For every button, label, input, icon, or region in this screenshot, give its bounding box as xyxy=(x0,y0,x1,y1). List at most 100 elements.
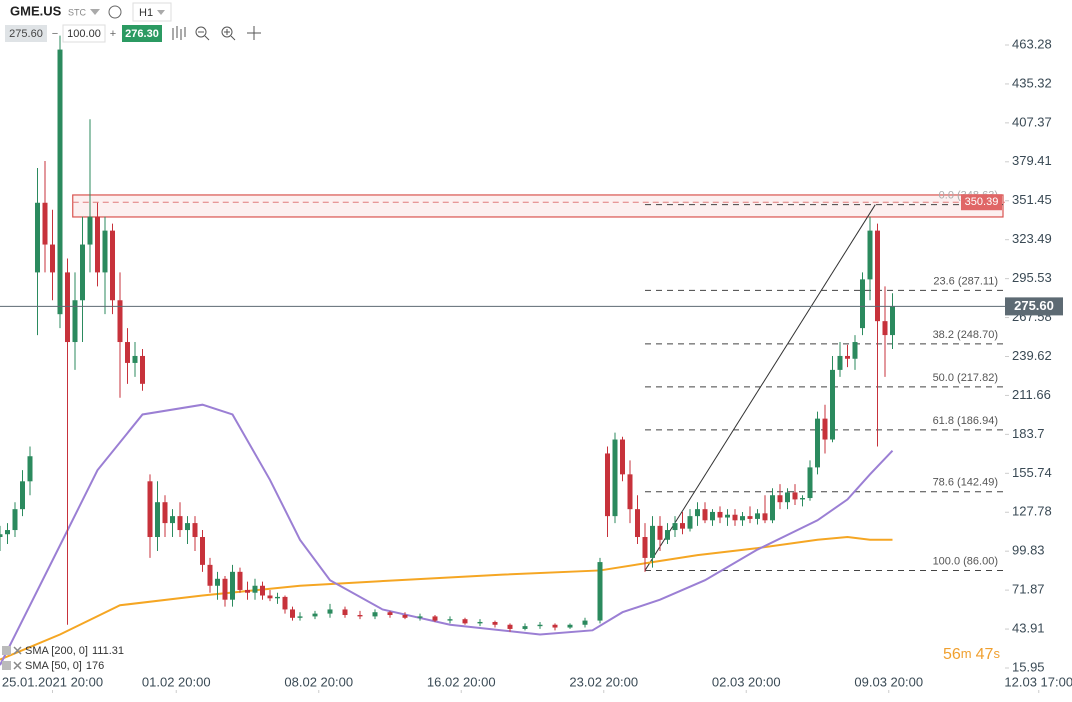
legend-icon xyxy=(2,661,11,670)
candle-body xyxy=(522,626,528,629)
y-tick-label: 239.62 xyxy=(1012,348,1052,363)
x-tick-label: 08.02 20:00 xyxy=(284,674,353,689)
candle-body xyxy=(27,456,33,482)
candle-body xyxy=(477,621,483,624)
candle-body xyxy=(582,620,588,625)
candle-body xyxy=(687,516,693,529)
trend-line xyxy=(644,204,876,571)
candle-body xyxy=(417,616,423,618)
y-tick-label: 127.78 xyxy=(1012,504,1052,519)
candle-body xyxy=(387,612,393,616)
y-tick-label: 463.28 xyxy=(1012,36,1052,51)
candle-body xyxy=(245,589,250,593)
candle-body xyxy=(860,279,865,329)
candle-body xyxy=(162,502,168,524)
candle-body xyxy=(140,355,145,384)
candle-body xyxy=(762,513,768,521)
candle-body xyxy=(882,321,888,336)
candle-body xyxy=(102,230,108,273)
minus[interactable]: − xyxy=(52,28,58,40)
candle-body xyxy=(815,418,820,468)
candle-body xyxy=(462,619,468,624)
symbol: GME.US xyxy=(10,3,62,18)
candle-body xyxy=(725,514,730,518)
y-tick-label: 435.32 xyxy=(1012,75,1052,90)
candle-body xyxy=(125,342,130,363)
candle-body xyxy=(845,355,850,359)
header: GME.US STC H1 275.60 − 100.00 + 276.30 xyxy=(5,2,261,43)
candle-body xyxy=(702,509,708,521)
ask-box[interactable] xyxy=(122,25,162,42)
candle-body xyxy=(50,244,55,273)
candle-body xyxy=(447,619,453,621)
candle-body xyxy=(507,624,513,629)
fib-label: 38.2 (248.70) xyxy=(933,329,998,341)
legend: SMA [200, 0] 111.31 SMA [50, 0] 176 xyxy=(2,645,124,672)
candle-body xyxy=(20,481,25,510)
fib-label: 100.0 (86.00) xyxy=(933,555,998,567)
bid: 275.60 xyxy=(9,28,43,40)
candle-body xyxy=(642,537,648,558)
candle-body xyxy=(275,596,280,599)
candle-body xyxy=(740,516,745,521)
candle-body xyxy=(635,509,640,538)
candle-body xyxy=(695,509,700,517)
candle-body xyxy=(680,523,685,529)
candle-body xyxy=(222,578,228,600)
market: STC xyxy=(68,7,87,17)
candle-body xyxy=(537,624,543,627)
bid-box[interactable] xyxy=(5,25,47,42)
y-tick-label: 71.87 xyxy=(1012,582,1045,597)
y-tick-label: 211.66 xyxy=(1012,387,1051,402)
candle-body xyxy=(492,621,498,625)
x-tick-label: 25.01.2021 20:00 xyxy=(2,674,103,689)
candle-body xyxy=(267,595,273,599)
countdown-seconds: 47 xyxy=(976,646,994,663)
candle-body xyxy=(627,474,633,510)
candle-body xyxy=(867,230,873,280)
resistance-tag-label: 350.39 xyxy=(965,196,999,208)
candle-body xyxy=(657,525,663,540)
y-tick-label: 43.91 xyxy=(1012,620,1045,635)
candle-body xyxy=(875,230,880,322)
volume-box[interactable] xyxy=(62,24,106,43)
candle-body xyxy=(12,509,18,531)
x-tick-label: 16.02 20:00 xyxy=(427,674,496,689)
x-tick-label: 09.03 20:00 xyxy=(854,674,923,689)
countdown-minutes: 56 xyxy=(943,646,961,663)
ask: 276.30 xyxy=(125,28,159,40)
candle-body xyxy=(747,516,753,519)
candle-body xyxy=(237,571,243,590)
candle-body xyxy=(282,596,288,610)
candle-body xyxy=(65,272,70,343)
candle-body xyxy=(177,516,183,531)
candle-body xyxy=(147,481,153,538)
candle-body xyxy=(132,355,138,363)
fib-label: 78.6 (142.49) xyxy=(933,477,998,489)
y-tick-label: 99.83 xyxy=(1012,543,1045,558)
candle-body xyxy=(822,418,828,440)
legend-icon xyxy=(2,646,11,655)
candle-body xyxy=(95,216,100,273)
candle-body xyxy=(290,609,295,618)
candle-body xyxy=(252,585,258,593)
candle-body xyxy=(800,498,805,500)
candle-body xyxy=(312,613,318,617)
candle-body xyxy=(717,511,723,518)
candle-body xyxy=(200,537,205,565)
plus[interactable]: + xyxy=(110,28,116,40)
x-tick-label: 02.03 20:00 xyxy=(712,674,781,689)
candle-body xyxy=(770,495,775,521)
y-tick-label: 183.7 xyxy=(1012,426,1045,441)
dropdown-arrow[interactable] xyxy=(90,9,100,15)
candle-body xyxy=(192,523,198,538)
toolbar-icons[interactable] xyxy=(172,26,261,41)
info-icon[interactable] xyxy=(108,5,122,19)
fib-label: 23.6 (287.11) xyxy=(933,275,998,287)
interval-box[interactable] xyxy=(132,2,172,22)
candle-body xyxy=(170,516,175,524)
candle-body xyxy=(665,530,670,540)
candle-body xyxy=(80,244,85,301)
legend-remove xyxy=(13,646,22,655)
